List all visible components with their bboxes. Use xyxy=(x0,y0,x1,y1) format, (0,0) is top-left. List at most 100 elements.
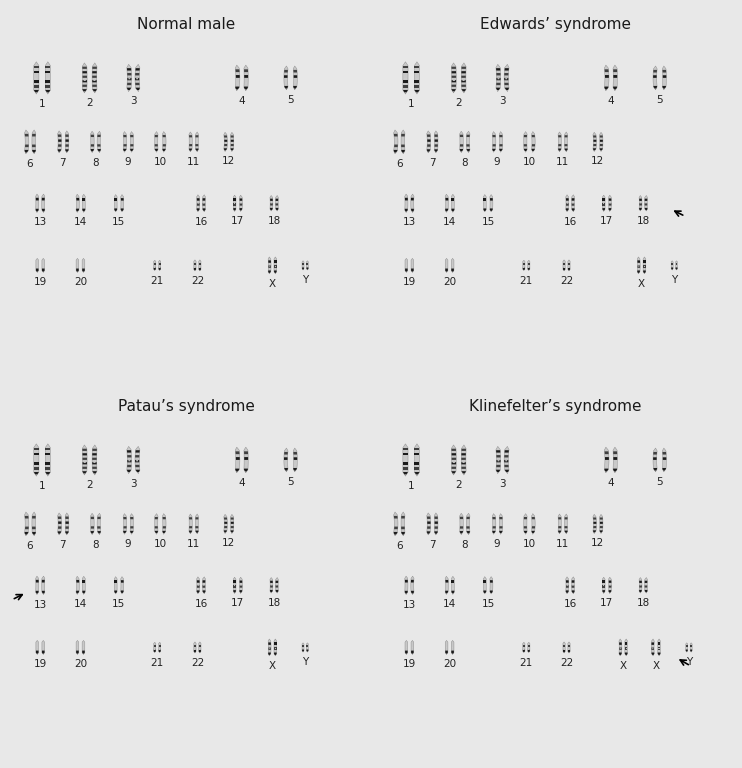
Polygon shape xyxy=(566,204,568,206)
Polygon shape xyxy=(614,75,617,78)
Polygon shape xyxy=(451,63,456,93)
Polygon shape xyxy=(82,467,87,469)
Polygon shape xyxy=(162,135,165,137)
Polygon shape xyxy=(568,268,570,270)
Polygon shape xyxy=(91,149,94,151)
Polygon shape xyxy=(91,531,94,534)
Polygon shape xyxy=(45,444,50,476)
Polygon shape xyxy=(162,514,166,534)
Polygon shape xyxy=(411,591,414,594)
Polygon shape xyxy=(608,590,611,592)
Polygon shape xyxy=(558,144,561,146)
Polygon shape xyxy=(76,650,79,654)
Text: 10: 10 xyxy=(522,539,536,549)
Polygon shape xyxy=(645,204,647,206)
Polygon shape xyxy=(451,472,456,473)
Polygon shape xyxy=(295,81,296,83)
Polygon shape xyxy=(36,194,39,212)
Polygon shape xyxy=(415,81,419,83)
Polygon shape xyxy=(92,458,96,460)
Polygon shape xyxy=(401,512,405,536)
Polygon shape xyxy=(42,206,44,207)
Polygon shape xyxy=(284,468,288,471)
Polygon shape xyxy=(32,144,36,147)
Polygon shape xyxy=(505,460,508,462)
Polygon shape xyxy=(637,257,640,273)
Polygon shape xyxy=(608,581,611,583)
Polygon shape xyxy=(235,468,239,472)
Polygon shape xyxy=(658,653,660,655)
Polygon shape xyxy=(121,580,124,583)
Polygon shape xyxy=(197,585,199,586)
Polygon shape xyxy=(195,144,198,146)
Polygon shape xyxy=(651,642,654,645)
Polygon shape xyxy=(643,266,646,268)
Polygon shape xyxy=(493,517,496,519)
Polygon shape xyxy=(496,68,500,71)
Polygon shape xyxy=(566,208,568,210)
Polygon shape xyxy=(528,260,530,270)
Polygon shape xyxy=(231,515,234,533)
Polygon shape xyxy=(460,517,463,519)
Polygon shape xyxy=(653,457,657,460)
Polygon shape xyxy=(499,531,502,533)
Text: 5: 5 xyxy=(287,94,294,105)
Polygon shape xyxy=(34,448,39,450)
Polygon shape xyxy=(274,266,277,268)
Polygon shape xyxy=(203,585,206,588)
Polygon shape xyxy=(532,526,535,528)
Polygon shape xyxy=(233,585,236,588)
Polygon shape xyxy=(42,580,45,582)
Text: 6: 6 xyxy=(395,159,402,169)
Polygon shape xyxy=(415,66,419,68)
Text: Y: Y xyxy=(672,275,677,285)
Polygon shape xyxy=(293,452,297,455)
Polygon shape xyxy=(274,653,277,655)
Polygon shape xyxy=(137,78,138,79)
Polygon shape xyxy=(404,78,407,80)
Polygon shape xyxy=(653,452,657,455)
Polygon shape xyxy=(490,577,493,594)
Polygon shape xyxy=(594,521,597,524)
Polygon shape xyxy=(199,650,201,652)
Polygon shape xyxy=(97,131,101,152)
Text: X: X xyxy=(620,661,627,671)
Polygon shape xyxy=(155,149,158,151)
Polygon shape xyxy=(154,642,156,653)
Polygon shape xyxy=(401,516,405,518)
Polygon shape xyxy=(405,580,408,582)
Polygon shape xyxy=(189,132,192,151)
Polygon shape xyxy=(240,581,242,583)
Polygon shape xyxy=(645,196,648,211)
Text: 20: 20 xyxy=(443,277,456,287)
Polygon shape xyxy=(82,445,87,475)
Polygon shape xyxy=(82,63,87,93)
Polygon shape xyxy=(275,204,278,206)
Polygon shape xyxy=(652,647,653,649)
Polygon shape xyxy=(558,531,561,533)
Polygon shape xyxy=(293,70,297,72)
Polygon shape xyxy=(274,642,277,645)
Polygon shape xyxy=(498,78,499,79)
Polygon shape xyxy=(614,82,616,84)
Polygon shape xyxy=(436,143,437,144)
Polygon shape xyxy=(131,144,134,147)
Polygon shape xyxy=(467,142,469,143)
Polygon shape xyxy=(306,263,309,265)
Polygon shape xyxy=(565,132,568,151)
Text: 10: 10 xyxy=(154,539,167,549)
Polygon shape xyxy=(401,532,405,535)
Polygon shape xyxy=(34,462,39,465)
Polygon shape xyxy=(162,531,165,533)
Polygon shape xyxy=(524,531,527,533)
Polygon shape xyxy=(82,76,87,78)
Polygon shape xyxy=(128,78,131,81)
Polygon shape xyxy=(45,452,50,455)
Polygon shape xyxy=(82,269,85,272)
Polygon shape xyxy=(197,203,199,204)
Polygon shape xyxy=(619,642,622,645)
Polygon shape xyxy=(451,209,454,211)
Polygon shape xyxy=(123,531,126,533)
Text: 3: 3 xyxy=(130,478,137,488)
Polygon shape xyxy=(505,450,509,452)
